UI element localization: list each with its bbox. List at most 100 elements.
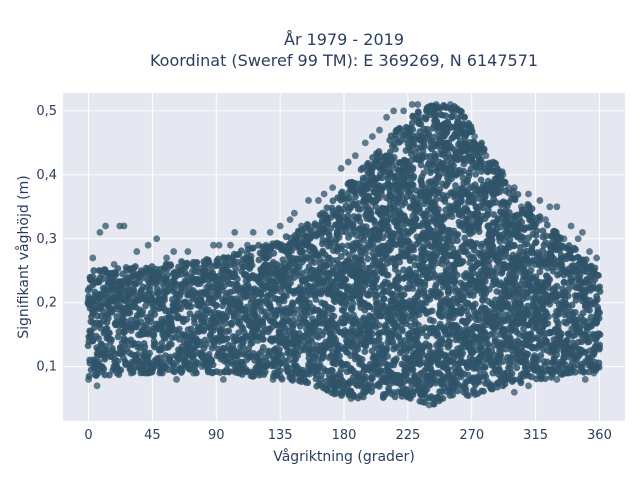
data-points xyxy=(84,101,604,409)
scatter-point xyxy=(283,292,290,300)
scatter-point xyxy=(255,256,263,264)
scatter-point xyxy=(243,303,251,311)
scatter-point xyxy=(235,329,243,337)
scatter-point xyxy=(259,319,267,327)
scatter-point xyxy=(400,291,408,298)
scatter-point xyxy=(231,312,238,320)
scatter-point xyxy=(458,196,465,204)
scatter-point xyxy=(373,274,381,282)
scatter-point xyxy=(276,346,283,354)
scatter-point xyxy=(472,171,480,178)
scatter-point xyxy=(259,335,267,343)
scatter-point xyxy=(429,317,437,325)
scatter-point xyxy=(471,300,479,308)
scatter-point xyxy=(167,261,174,268)
scatter-point xyxy=(261,368,269,376)
scatter-point xyxy=(446,338,453,346)
scatter-point xyxy=(338,242,346,250)
scatter-point xyxy=(248,261,256,269)
scatter-point xyxy=(158,340,166,347)
scatter-point xyxy=(148,290,156,298)
scatter-point xyxy=(396,125,404,133)
scatter-point xyxy=(310,244,318,252)
scatter-point xyxy=(175,325,183,333)
scatter-point xyxy=(280,297,288,305)
scatter-point xyxy=(249,244,257,252)
scatter-point xyxy=(435,206,442,213)
scatter-point xyxy=(99,275,107,283)
scatter-point xyxy=(469,253,477,261)
scatter-point xyxy=(108,336,115,344)
scatter-point xyxy=(453,271,461,279)
scatter-point xyxy=(227,320,235,327)
scatter-point xyxy=(225,327,233,335)
scatter-point xyxy=(104,314,112,322)
scatter-point xyxy=(151,310,159,318)
scatter-point xyxy=(248,339,256,347)
scatter-point xyxy=(278,352,286,359)
scatter-point xyxy=(442,112,450,120)
scatter-point xyxy=(164,271,171,279)
scatter-point xyxy=(142,302,149,310)
scatter-point xyxy=(197,296,205,304)
scatter-point xyxy=(304,379,312,387)
scatter-point xyxy=(113,313,121,320)
scatter-point xyxy=(384,271,392,279)
scatter-point xyxy=(299,248,307,256)
scatter-point xyxy=(454,230,462,238)
scatter-point xyxy=(330,312,338,320)
scatter-point xyxy=(320,224,327,232)
scatter-point xyxy=(114,357,122,365)
scatter-point xyxy=(89,273,97,281)
scatter-point xyxy=(276,367,284,375)
scatter-point xyxy=(390,154,398,161)
scatter-point xyxy=(257,291,265,299)
scatter-point xyxy=(187,303,195,310)
scatter-point xyxy=(448,213,456,220)
scatter-point xyxy=(177,305,185,313)
scatter-point xyxy=(289,299,296,307)
scatter-point xyxy=(357,329,365,337)
scatter-point xyxy=(90,267,98,274)
scatter-point xyxy=(202,340,210,348)
scatter-point xyxy=(475,224,482,232)
scatter-point xyxy=(485,257,493,265)
scatter-point xyxy=(287,279,295,287)
scatter-point xyxy=(223,313,230,321)
scatter-point xyxy=(369,330,376,338)
scatter-point xyxy=(338,188,346,196)
scatter-point xyxy=(412,215,420,222)
scatter-point xyxy=(130,287,138,295)
scatter-point xyxy=(167,341,175,348)
scatter-point xyxy=(217,260,225,267)
scatter-point xyxy=(358,356,366,363)
scatter-point xyxy=(139,308,147,316)
scatter-point xyxy=(182,261,190,269)
scatter-point xyxy=(134,350,142,358)
scatter-point xyxy=(310,259,318,266)
scatter-point xyxy=(384,352,391,360)
scatter-point xyxy=(323,204,331,212)
scatter-point xyxy=(186,310,194,318)
scatter-point xyxy=(292,306,300,314)
scatter-point xyxy=(409,174,417,182)
scatter-point xyxy=(437,290,445,298)
scatter-point xyxy=(178,367,186,375)
scatter-point xyxy=(232,265,240,272)
scatter-point xyxy=(114,333,122,341)
scatter-point xyxy=(477,344,485,352)
scatter-point xyxy=(89,337,97,345)
scatter-point xyxy=(364,255,372,263)
scatter-point xyxy=(200,318,208,326)
scatter-point xyxy=(205,259,213,267)
scatter-point xyxy=(288,247,295,255)
scatter-point xyxy=(239,344,247,352)
scatter-point xyxy=(105,329,113,337)
scatter-point xyxy=(146,349,154,357)
scatter-point xyxy=(398,327,406,335)
scatter-point xyxy=(375,321,383,329)
scatter-point xyxy=(396,285,404,292)
scatter-point xyxy=(317,376,325,384)
scatter-point xyxy=(265,347,273,355)
